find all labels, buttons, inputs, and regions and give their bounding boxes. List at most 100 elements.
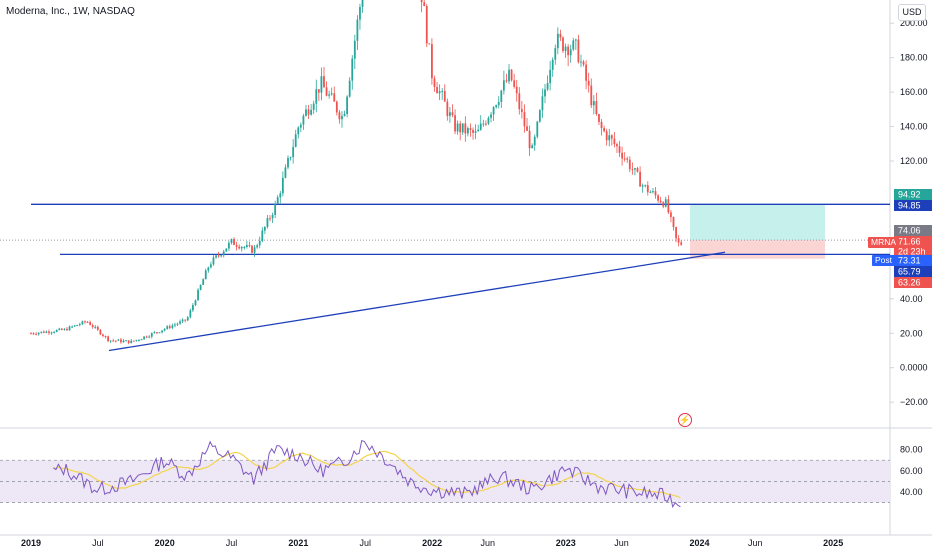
candle xyxy=(30,332,32,335)
candle-body xyxy=(192,305,194,311)
candle xyxy=(150,332,153,339)
candle-body xyxy=(179,321,181,324)
candle-body xyxy=(500,90,503,102)
candle-body xyxy=(356,19,359,41)
candle xyxy=(71,325,74,329)
candle-body xyxy=(284,167,287,178)
candle-body xyxy=(626,158,629,160)
candle xyxy=(215,254,217,259)
candle xyxy=(227,240,230,251)
candle xyxy=(45,330,48,334)
candle-body xyxy=(520,109,523,113)
candle-body xyxy=(297,127,300,135)
candle xyxy=(299,122,302,133)
candle xyxy=(598,113,600,125)
candle-body xyxy=(325,87,328,96)
candles-group xyxy=(30,0,683,345)
stop-zone xyxy=(690,240,825,259)
candle xyxy=(675,226,677,243)
y-tick-label: 120.00 xyxy=(900,156,928,166)
candle xyxy=(436,81,438,94)
candle xyxy=(338,110,341,124)
candle xyxy=(166,325,169,330)
candle-body xyxy=(320,76,323,93)
candle xyxy=(556,27,559,55)
candle-body xyxy=(675,227,677,239)
candle-body xyxy=(91,324,94,328)
candle xyxy=(186,315,189,322)
candle-body xyxy=(210,264,212,268)
candle-body xyxy=(37,332,40,335)
candle xyxy=(184,319,187,323)
candle xyxy=(492,106,495,121)
candle-body xyxy=(53,331,56,333)
candle-body xyxy=(168,326,171,328)
candle xyxy=(520,100,523,119)
candle-body xyxy=(670,212,672,218)
candle xyxy=(279,190,282,204)
candle-body xyxy=(492,107,495,115)
candle-body xyxy=(135,339,138,341)
candle-body xyxy=(451,112,454,116)
candle-body xyxy=(541,96,544,111)
candle-body xyxy=(42,331,45,333)
currency-selector[interactable]: USD xyxy=(898,4,926,21)
candle-body xyxy=(659,200,662,203)
candle-body xyxy=(215,255,217,258)
candle xyxy=(32,332,35,335)
candle-body xyxy=(222,251,225,256)
candle xyxy=(659,196,662,204)
candle-body xyxy=(454,115,456,132)
x-tick-label: 2023 xyxy=(556,538,576,548)
candle-body xyxy=(150,333,153,337)
candle xyxy=(490,111,492,123)
x-tick-label: 2022 xyxy=(422,538,442,548)
candle xyxy=(225,248,228,252)
candle-body xyxy=(171,325,174,328)
rising-trendline xyxy=(108,251,726,352)
candle xyxy=(125,339,127,342)
candle-body xyxy=(346,96,349,115)
candle xyxy=(639,166,641,187)
candle xyxy=(107,335,109,343)
candle-body xyxy=(598,114,600,122)
candle xyxy=(220,254,223,258)
candle xyxy=(605,128,608,146)
candle-body xyxy=(616,144,618,147)
candle-body xyxy=(428,43,431,45)
candle xyxy=(459,120,462,141)
candle-body xyxy=(189,310,192,318)
candle-body xyxy=(122,340,125,343)
candle-body xyxy=(269,218,271,220)
candle-body xyxy=(664,199,667,207)
lightning-event-icon[interactable]: ⚡ xyxy=(678,413,692,427)
price-label: 65.79 xyxy=(898,267,921,277)
candle xyxy=(438,84,441,101)
price-label: 94.92 xyxy=(898,190,921,200)
candle xyxy=(654,186,657,199)
candle xyxy=(649,190,652,194)
candle-body xyxy=(338,112,341,120)
candle xyxy=(425,3,428,47)
candle xyxy=(251,244,253,254)
rsi-line xyxy=(53,439,681,509)
candle xyxy=(523,104,526,133)
candle-body xyxy=(148,336,151,338)
candle xyxy=(76,324,79,327)
x-tick-label: 2019 xyxy=(21,538,41,548)
candle xyxy=(531,143,534,149)
candle xyxy=(258,236,261,249)
candle xyxy=(546,75,549,92)
price-label: 74.06 xyxy=(898,226,921,236)
candle xyxy=(359,3,361,30)
candle xyxy=(217,251,220,258)
candle xyxy=(664,196,667,208)
candle xyxy=(469,123,472,137)
candle-body xyxy=(158,332,161,334)
candle xyxy=(325,81,328,97)
candle xyxy=(335,100,338,116)
price-label-bg xyxy=(894,246,932,257)
candle-body xyxy=(86,321,89,323)
candle-body xyxy=(117,339,120,341)
